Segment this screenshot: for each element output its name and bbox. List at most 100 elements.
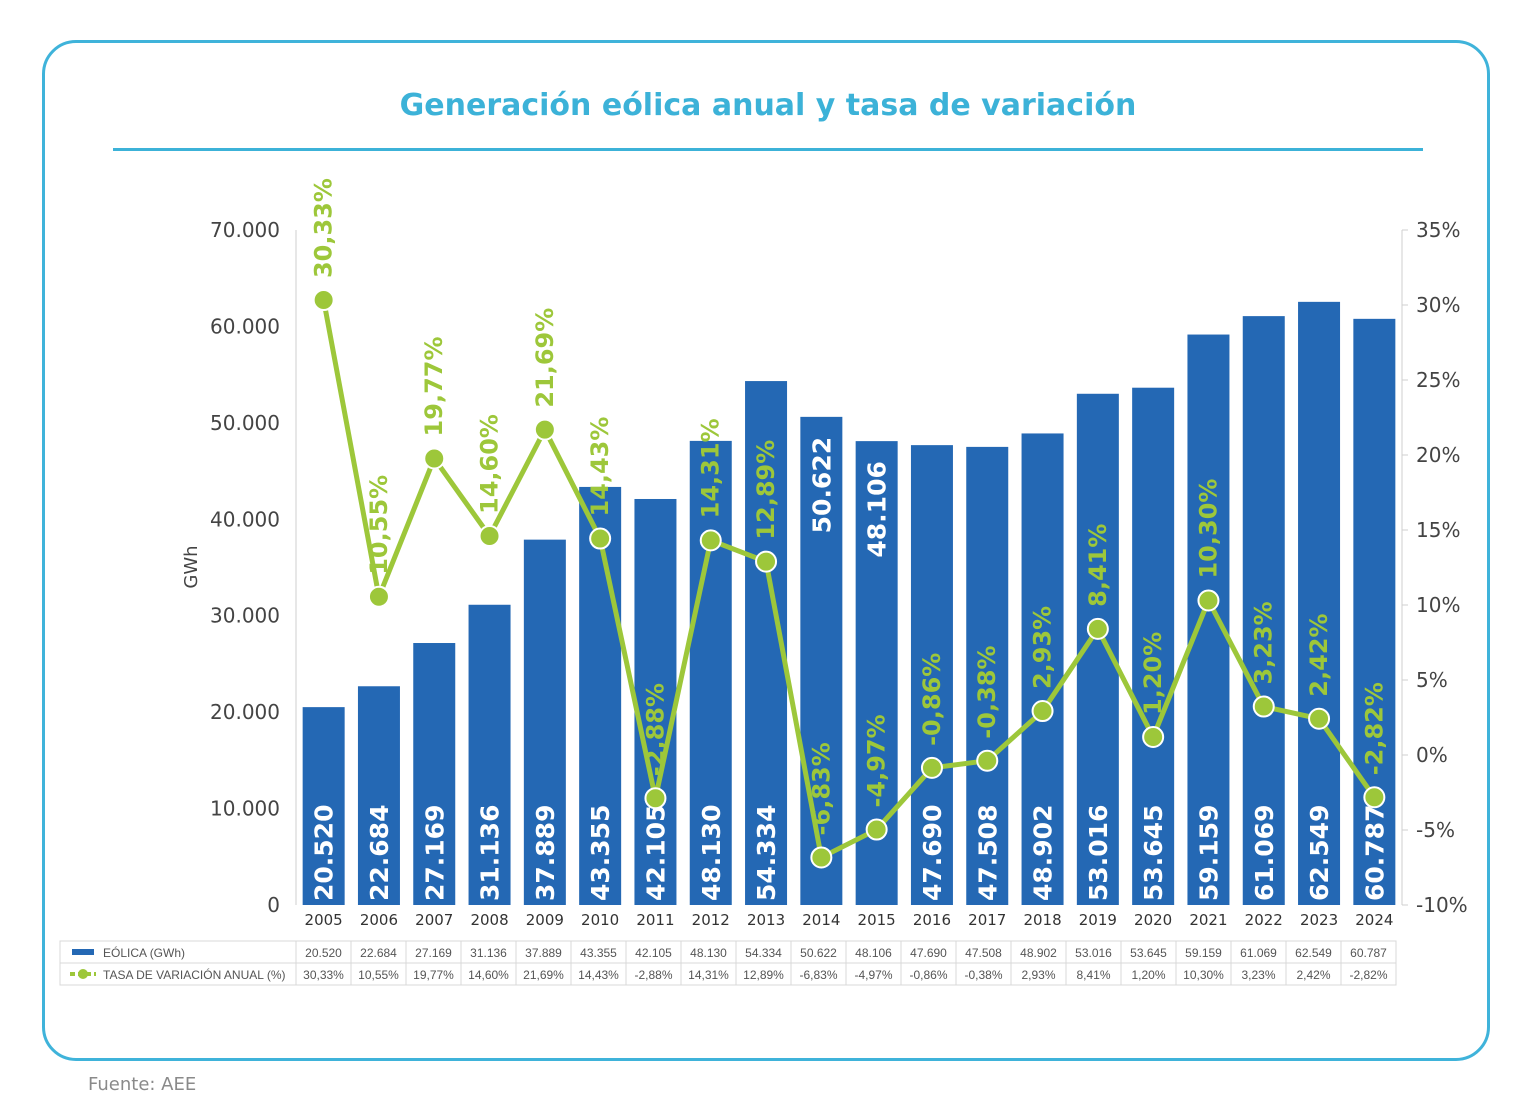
rate-data-label: 19,77%: [420, 336, 448, 436]
y-axis-title: GWh: [181, 545, 202, 588]
chart-title: Generación eólica anual y tasa de variac…: [399, 88, 1137, 123]
bar-data-label: 48.106: [863, 461, 892, 557]
table-cell-rate: 14,43%: [578, 968, 619, 982]
table-cell-rate: 21,69%: [523, 968, 564, 982]
y2-tick-label: 15%: [1416, 518, 1460, 542]
table-cell-gwh: 50.622: [800, 946, 837, 960]
table-cell-rate: 10,55%: [358, 968, 399, 982]
x-tick-label: 2009: [526, 911, 564, 929]
x-tick-label: 2016: [913, 911, 951, 929]
rate-data-label: -2,82%: [1360, 682, 1388, 775]
legend-line-marker: [78, 969, 88, 979]
bar-data-label: 47.508: [973, 805, 1002, 901]
bar: [1187, 334, 1230, 905]
rate-data-label: -0,86%: [918, 653, 946, 746]
y2-tick-label: 30%: [1416, 293, 1460, 317]
y-tick-label: 60.000: [210, 314, 280, 338]
rate-point: [478, 525, 501, 547]
bar-data-label: 59.159: [1194, 805, 1223, 901]
table-cell-rate: 1,20%: [1131, 968, 1165, 982]
bar-data-label: 42.105: [641, 805, 670, 901]
bar: [1298, 301, 1341, 905]
table-cell-gwh: 47.690: [910, 946, 947, 960]
bar-data-label: 47.690: [918, 805, 947, 901]
x-tick-label: 2020: [1134, 911, 1172, 929]
table-cell-rate: 3,23%: [1241, 968, 1275, 982]
x-tick-label: 2021: [1189, 911, 1227, 929]
y2-tick-label: 20%: [1416, 443, 1460, 467]
bar: [357, 686, 400, 905]
y2-tick-label: 35%: [1416, 218, 1460, 242]
bar-data-label: 48.130: [697, 805, 726, 901]
bar-data-label: 27.169: [420, 805, 449, 901]
bar: [579, 486, 622, 905]
y2-tick-label: -10%: [1416, 893, 1468, 917]
rate-point: [810, 846, 833, 869]
rate-data-label: 3,23%: [1250, 601, 1278, 684]
rate-data-label: -2,88%: [641, 683, 669, 776]
y-tick-label: 10.000: [210, 797, 280, 821]
bar-data-label: 60.787: [1360, 805, 1389, 901]
y2-tick-label: -5%: [1416, 818, 1455, 842]
bar-data-label: 62.549: [1305, 805, 1334, 901]
rate-data-label: 12,89%: [752, 440, 780, 540]
table-cell-gwh: 61.069: [1240, 946, 1277, 960]
table-cell-rate: -4,97%: [854, 968, 892, 982]
rate-line: [321, 299, 1377, 860]
bar-data-label: 54.334: [752, 805, 781, 901]
table-cell-rate: -6,83%: [799, 968, 837, 982]
x-tick-label: 2018: [1023, 911, 1061, 929]
rate-data-label: 14,43%: [586, 417, 614, 517]
x-tick-label: 2011: [636, 911, 674, 929]
rate-data-label: -4,97%: [863, 714, 891, 807]
bar-data-label: 43.355: [586, 805, 615, 901]
y2-tick-label: 5%: [1416, 668, 1448, 692]
rate-data-label: 10,55%: [365, 475, 393, 575]
x-tick-label: 2019: [1079, 911, 1117, 929]
table-cell-gwh: 42.105: [635, 946, 672, 960]
legend-line-label: TASA DE VARIACIÓN ANUAL (%): [103, 967, 285, 982]
table-cell-gwh: 48.130: [690, 946, 727, 960]
rate-point: [865, 818, 888, 841]
rate-data-label: 21,69%: [531, 308, 559, 408]
y-tick-label: 30.000: [210, 604, 280, 628]
bar-data-label: 50.622: [807, 437, 836, 533]
x-tick-label: 2014: [802, 911, 840, 929]
table-cell-gwh: 53.645: [1130, 946, 1167, 960]
y2-tick-label: 25%: [1416, 368, 1460, 392]
bar: [966, 446, 1009, 905]
bar: [689, 440, 732, 905]
rate-point: [1252, 695, 1275, 718]
x-tick-label: 2007: [415, 911, 453, 929]
rate-point: [1086, 617, 1109, 640]
bar-data-label: 37.889: [531, 805, 560, 901]
x-tick-label: 2023: [1300, 911, 1338, 929]
table-cell-rate: -2,88%: [634, 968, 672, 982]
bar: [1021, 433, 1064, 905]
bar: [800, 416, 843, 905]
table-cell-rate: 8,41%: [1076, 968, 1110, 982]
table-cell-gwh: 22.684: [360, 946, 397, 960]
rate-point: [699, 529, 722, 552]
rate-point: [589, 527, 612, 550]
table-cell-rate: 19,77%: [413, 968, 454, 982]
bar-data-label: 22.684: [365, 805, 394, 901]
rate-point: [1197, 589, 1220, 612]
x-tick-label: 2010: [581, 911, 619, 929]
chart-frame: [42, 40, 1490, 1061]
table-cell-rate: 10,30%: [1183, 968, 1224, 982]
table-cell-gwh: 43.355: [580, 946, 617, 960]
table-cell-rate: 30,33%: [303, 968, 344, 982]
table-cell-rate: -2,82%: [1349, 968, 1387, 982]
rate-data-label: -0,38%: [973, 645, 1001, 738]
bar-data-label: 31.136: [476, 805, 505, 901]
table-cell-gwh: 48.902: [1020, 946, 1057, 960]
table-cell-gwh: 47.508: [965, 946, 1002, 960]
x-tick-label: 2017: [968, 911, 1006, 929]
rate-point: [644, 787, 667, 810]
source-note: Fuente: AEE: [88, 1074, 197, 1095]
bar-data-label: 61.069: [1250, 805, 1279, 901]
rate-point: [312, 289, 335, 312]
rate-data-label: 10,30%: [1194, 479, 1222, 579]
